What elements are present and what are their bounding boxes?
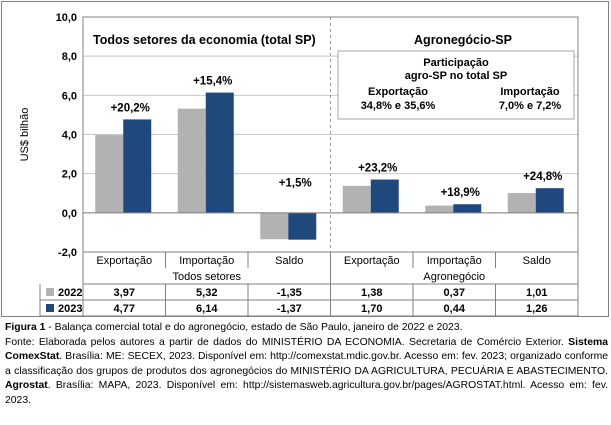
change-label: +15,4% [193,76,232,88]
table-value: 1,01 [526,287,547,299]
participation-box [337,50,575,120]
bar-2023 [288,212,317,240]
caption-source-comexstat: Sistema ComexStat [5,336,608,363]
y-tick-label: -2,0 [58,247,77,259]
table-value: -1,37 [277,303,302,315]
change-label: +18,9% [441,187,480,199]
participation-export-label: Exportação [368,86,428,98]
group-label-agro: Agronegócio [423,271,485,283]
bar-2022 [260,212,289,240]
caption-source-agrostat: Agrostat [5,380,48,392]
left-panel-title: Todos setores da economia (total SP) [93,33,316,47]
caption-figure-label: Figura 1 [5,322,46,333]
x-category-label: Importação [427,255,482,267]
change-label: +20,2% [111,102,150,114]
participation-import-label: Importação [500,86,560,98]
table-value: 1,26 [526,303,547,315]
chart-figure: 10,0 8,0 6,0 4,0 2,0 0,0 -2,0 US$ bilhão Todos s… [1,1,609,317]
change-label: +1,5% [279,177,312,189]
x-category-label: Saldo [275,255,303,267]
bar-2023 [535,188,564,213]
bar-2022 [342,185,371,213]
table-value: 3,97 [114,287,135,299]
table-value: 0,37 [444,287,465,299]
participation-export-value: 34,8% e 35,6% [361,100,436,112]
x-category-label: Exportação [96,255,152,267]
x-category-label: Saldo [523,255,551,267]
table-value: -1,35 [277,287,302,299]
caption-title: - Balança comercial total e do agronegóc… [45,322,463,333]
group-label-todos: Todos setores [173,271,242,283]
y-tick-label: 6,0 [62,90,77,102]
caption-source-text: Fonte: Elaborada pelos autores a partir … [5,336,569,348]
bar-2022 [177,108,206,213]
bar-chart: 10,0 8,0 6,0 4,0 2,0 0,0 -2,0 US$ bilhão Todos s… [1,1,609,317]
x-category-label: Importação [179,255,234,267]
caption-source-text-3: . Brasília: MAPA, 2023. Disponível em: h… [5,380,608,406]
participation-title: Participação [423,57,489,69]
y-tick-label: 2,0 [62,169,77,181]
legend-key-2023 [46,304,54,312]
change-label: +23,2% [358,163,397,175]
table-value: 4,77 [114,303,135,315]
bar-2023 [123,119,152,213]
y-tick-label: 4,0 [62,130,77,142]
y-tick-label: 8,0 [62,51,77,63]
y-tick-label: 0,0 [62,208,77,220]
participation-import-value: 7,0% e 7,2% [499,100,562,112]
legend-label-2022: 2022 [58,287,82,299]
bar-2022 [95,135,124,213]
table-value: 0,44 [444,303,466,315]
table-value: 6,14 [196,303,218,315]
x-category-label: Exportação [344,255,400,267]
figure-border [1,1,609,317]
caption-source-text-2: . Brasília: ME: SECEX, 2023. Disponível … [5,351,608,377]
y-axis-label: US$ bilhão [19,108,31,162]
bar-2022 [425,205,454,213]
change-label: +24,8% [523,171,562,183]
y-tick-label: 10,0 [56,12,77,24]
bar-2022 [507,193,536,213]
participation-subtitle: agro-SP no total SP [405,70,507,82]
legend-label-2023: 2023 [58,303,82,315]
bar-2023 [453,204,482,213]
table-value: 1,70 [361,303,382,315]
table-value: 5,32 [196,287,217,299]
bar-2023 [370,179,399,213]
figure-caption: Figura 1 - Balança comercial total e do … [5,321,608,409]
legend-key-2022 [46,288,54,296]
bar-2023 [205,92,234,213]
table-value: 1,38 [361,287,382,299]
right-panel-title: Agronegócio-SP [414,33,512,47]
